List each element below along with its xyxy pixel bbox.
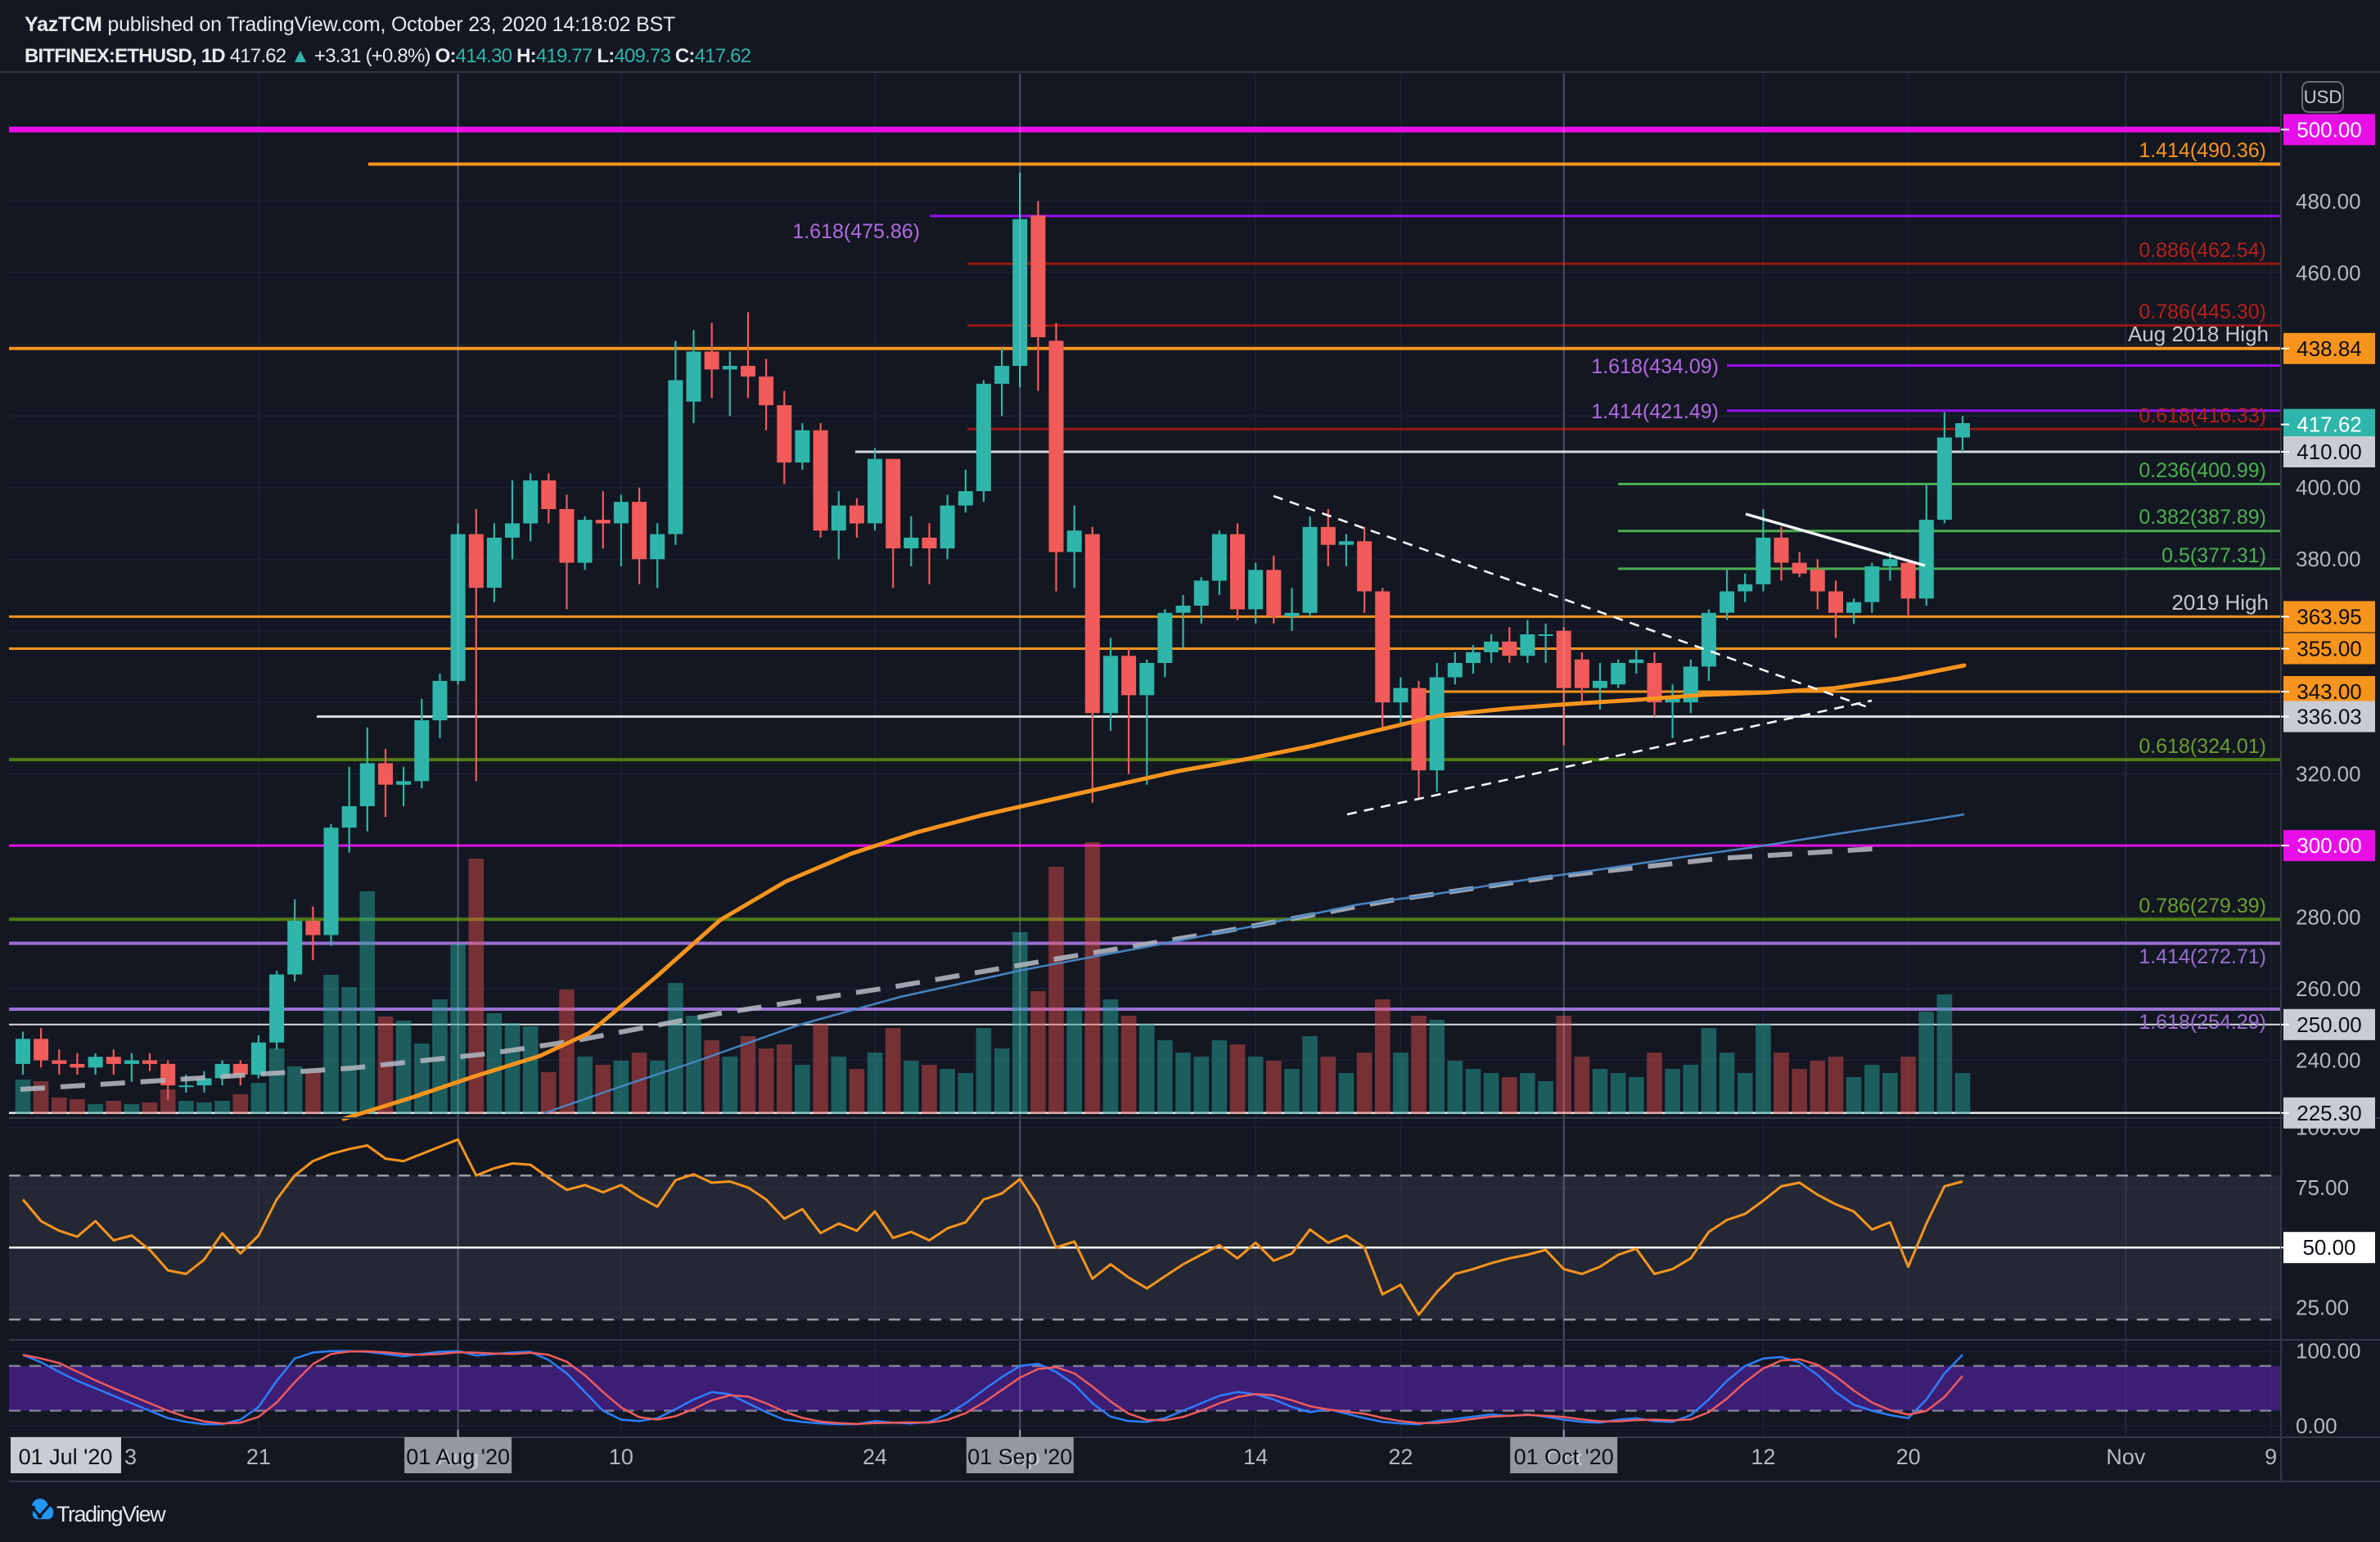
svg-text:0.618(416.33): 0.618(416.33) xyxy=(2139,404,2266,427)
svg-text:400.00: 400.00 xyxy=(2296,476,2361,500)
svg-text:14: 14 xyxy=(1243,1445,1268,1469)
svg-text:0.382(387.89): 0.382(387.89) xyxy=(2139,506,2266,529)
svg-text:01 Jul '20: 01 Jul '20 xyxy=(19,1445,113,1469)
svg-text:280.00: 280.00 xyxy=(2296,905,2361,930)
svg-text:75.00: 75.00 xyxy=(2296,1175,2349,1200)
svg-text:250.00: 250.00 xyxy=(2297,1012,2362,1037)
svg-text:9: 9 xyxy=(2265,1445,2277,1469)
svg-text:Nov: Nov xyxy=(2106,1445,2146,1469)
svg-text:0.5(377.31): 0.5(377.31) xyxy=(2161,544,2266,567)
svg-text:410.00: 410.00 xyxy=(2297,440,2362,464)
svg-text:480.00: 480.00 xyxy=(2296,189,2361,214)
svg-text:22: 22 xyxy=(1388,1445,1413,1469)
svg-text:225.30: 225.30 xyxy=(2297,1101,2362,1125)
svg-text:1.618(434.09): 1.618(434.09) xyxy=(1591,355,1719,378)
svg-text:12: 12 xyxy=(1751,1445,1775,1469)
svg-text:1.414(490.36): 1.414(490.36) xyxy=(2139,139,2266,162)
svg-text:50.00: 50.00 xyxy=(2302,1235,2355,1260)
svg-text:1.618(254.29): 1.618(254.29) xyxy=(2139,1011,2266,1034)
svg-text:20: 20 xyxy=(1896,1445,1921,1469)
svg-text:USD: USD xyxy=(2304,87,2342,107)
svg-text:10: 10 xyxy=(609,1445,633,1469)
svg-text:500.00: 500.00 xyxy=(2297,117,2362,142)
svg-text:260.00: 260.00 xyxy=(2296,976,2361,1001)
svg-text:24: 24 xyxy=(863,1445,887,1469)
svg-text:01 Oct '20: 01 Oct '20 xyxy=(1514,1445,1614,1469)
svg-text:363.95: 363.95 xyxy=(2297,604,2362,629)
svg-text:01 Aug '20: 01 Aug '20 xyxy=(406,1445,510,1469)
svg-text:3: 3 xyxy=(124,1445,137,1469)
svg-text:01 Sep '20: 01 Sep '20 xyxy=(967,1445,1072,1469)
svg-text:0.786(445.30): 0.786(445.30) xyxy=(2139,300,2266,323)
svg-text:1.414(272.71): 1.414(272.71) xyxy=(2139,945,2266,968)
svg-text:320.00: 320.00 xyxy=(2296,762,2361,787)
svg-text:TradingView: TradingView xyxy=(56,1502,166,1526)
svg-text:100.00: 100.00 xyxy=(2296,1339,2361,1364)
svg-text:240.00: 240.00 xyxy=(2296,1048,2361,1073)
svg-text:355.00: 355.00 xyxy=(2297,637,2362,661)
svg-text:343.00: 343.00 xyxy=(2297,679,2362,704)
svg-text:BITFINEX:ETHUSD, 1D 417.62 ▲ +: BITFINEX:ETHUSD, 1D 417.62 ▲ +3.31 (+0.8… xyxy=(25,45,751,67)
svg-text:336.03: 336.03 xyxy=(2297,705,2362,729)
svg-text:380.00: 380.00 xyxy=(2296,547,2361,571)
svg-text:25.00: 25.00 xyxy=(2296,1296,2349,1320)
svg-text:417.62: 417.62 xyxy=(2297,413,2362,437)
svg-text:0.618(324.01): 0.618(324.01) xyxy=(2139,735,2266,758)
svg-text:0.886(462.54): 0.886(462.54) xyxy=(2139,239,2266,262)
svg-text:300.00: 300.00 xyxy=(2297,833,2362,858)
svg-text:0.00: 0.00 xyxy=(2296,1414,2337,1438)
svg-text:0.236(400.99): 0.236(400.99) xyxy=(2139,459,2266,482)
svg-text:438.84: 438.84 xyxy=(2297,336,2362,361)
svg-text:YazTCM published on TradingVie: YazTCM published on TradingView.com, Oct… xyxy=(25,13,675,36)
svg-text:21: 21 xyxy=(246,1445,271,1469)
svg-text:0.786(279.39): 0.786(279.39) xyxy=(2139,895,2266,918)
svg-text:2019 High: 2019 High xyxy=(2171,590,2269,615)
svg-text:1.618(475.86): 1.618(475.86) xyxy=(792,220,920,243)
svg-text:1.414(421.49): 1.414(421.49) xyxy=(1591,400,1719,423)
svg-text:Aug 2018 High: Aug 2018 High xyxy=(2128,322,2269,346)
svg-text:460.00: 460.00 xyxy=(2296,260,2361,285)
